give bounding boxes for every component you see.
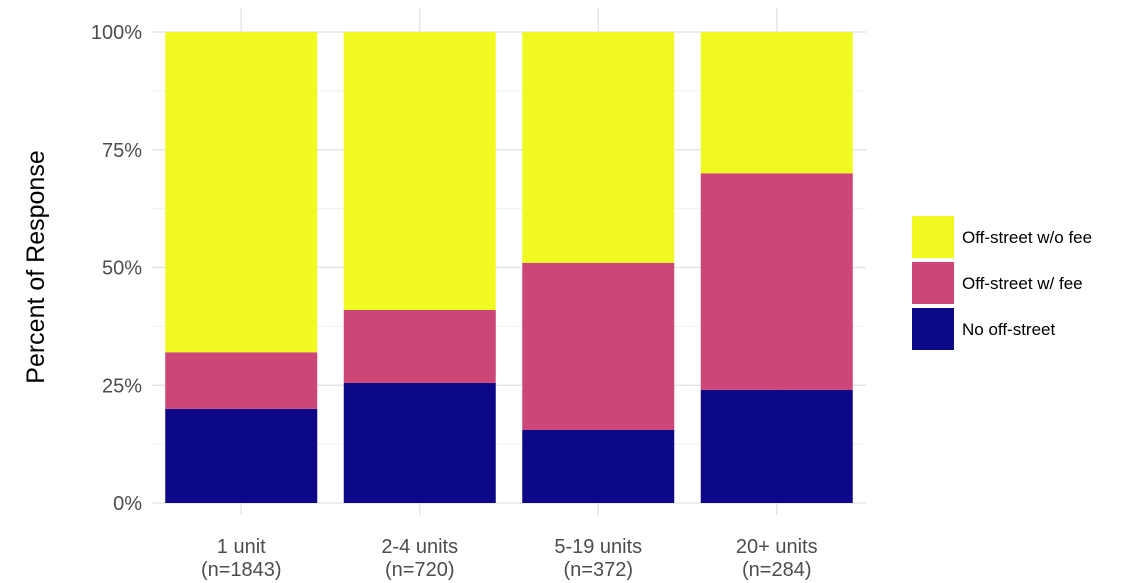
- y-tick-label: 100%: [91, 22, 142, 44]
- legend-label: Off-street w/o fee: [962, 228, 1092, 247]
- legend-key: [912, 308, 954, 350]
- x-tick-label: 1 unit: [217, 536, 266, 558]
- bar-segment-no-off-street: [343, 382, 496, 503]
- bar-segment-off-street-w-o-fee: [522, 32, 675, 263]
- bar-segment-off-street-w-fee: [700, 173, 853, 390]
- x-tick-label-count: (n=284): [742, 559, 812, 581]
- x-tick-label-count: (n=720): [385, 559, 455, 581]
- bar-segment-off-street-w-o-fee: [343, 32, 496, 310]
- x-tick-label: 5-19 units: [554, 536, 642, 558]
- bar-segment-off-street-w-o-fee: [700, 32, 853, 174]
- legend: Off-street w/o fee Off-street w/ fee No of…: [912, 216, 1092, 350]
- x-tick-label-count: (n=1843): [201, 559, 282, 581]
- bar-segment-no-off-street: [165, 408, 318, 503]
- y-tick-label: 25%: [102, 375, 142, 397]
- bar-segment-off-street-w-fee: [522, 262, 675, 430]
- bar-segment-off-street-w-fee: [343, 309, 496, 383]
- bar-segment-off-street-w-fee: [165, 352, 318, 409]
- legend-key: [912, 216, 954, 258]
- bars: [165, 32, 853, 503]
- y-tick-label: 50%: [102, 258, 142, 280]
- legend-key: [912, 262, 954, 304]
- x-axis-ticks: 1 unit(n=1843) 2-4 units(n=720) 5-19 units…: [201, 536, 818, 581]
- bar-segment-no-off-street: [700, 389, 853, 503]
- legend-label: No off-street: [962, 320, 1056, 339]
- y-tick-label: 0%: [113, 493, 142, 515]
- x-tick-label: 2-4 units: [381, 536, 458, 558]
- bar-segment-off-street-w-o-fee: [165, 32, 318, 353]
- x-tick-label-count: (n=372): [564, 559, 634, 581]
- y-axis-title: Percent of Response: [22, 150, 50, 383]
- y-axis-ticks: 0% 25% 50% 75% 100%: [91, 22, 142, 515]
- x-tick-label: 20+ units: [736, 536, 818, 558]
- y-tick-label: 75%: [102, 140, 142, 162]
- legend-label: Off-street w/ fee: [962, 274, 1083, 293]
- bar-segment-no-off-street: [522, 429, 675, 503]
